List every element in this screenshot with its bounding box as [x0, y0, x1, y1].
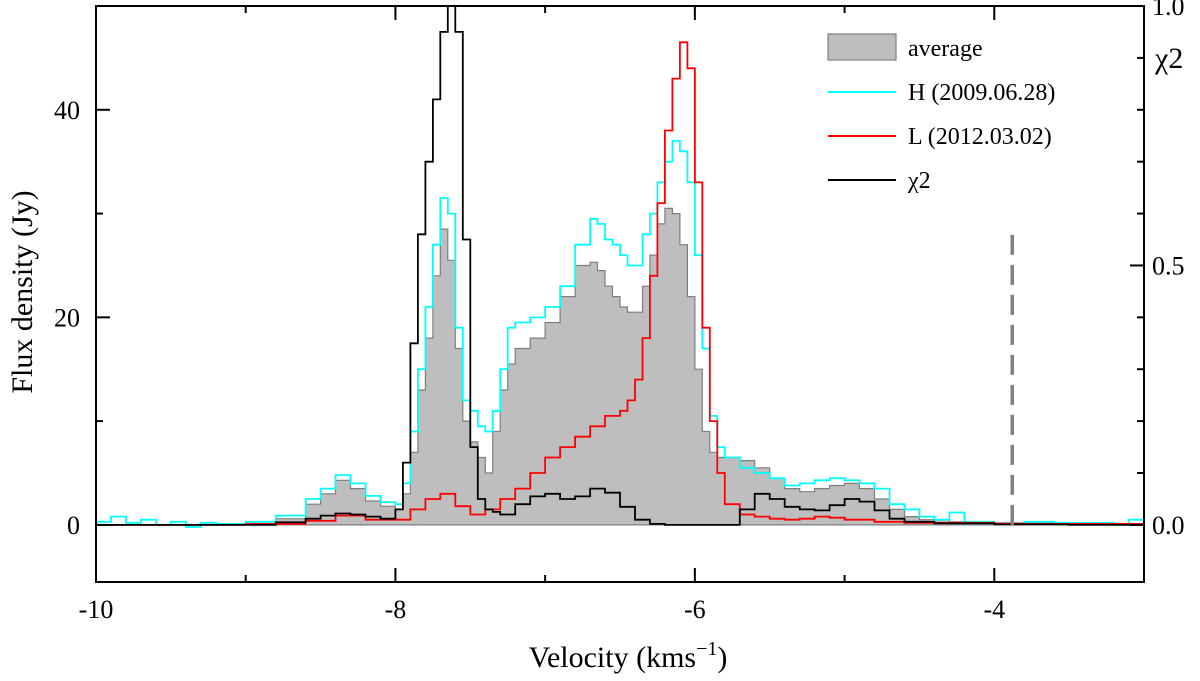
- plot-frame: [95, 5, 1145, 583]
- average-fill-layer: [96, 207, 1145, 526]
- x-tick-label: -4: [983, 595, 1005, 624]
- ticks-layer: [95, 5, 1145, 582]
- x-axis-title-superscript: −1: [696, 638, 717, 660]
- series-lines-layer: [96, 5, 1145, 528]
- legend-label: H (2009.06.28): [908, 80, 1055, 106]
- y2-tick-label: 0.0: [1152, 511, 1185, 540]
- series-average-area: [96, 207, 1145, 526]
- y2-axis-title: χ2: [1154, 42, 1183, 75]
- y-tick-label: 0: [67, 511, 80, 540]
- legend-item: L (2012.03.02): [828, 124, 1052, 150]
- legend-item: average: [827, 33, 983, 62]
- tick-labels-layer: -10 -8 -6 -4 0 20 40 0.0 0.5 1.0: [54, 0, 1185, 624]
- y-tick-label: 40: [54, 96, 80, 125]
- legend-label: χ2: [907, 168, 931, 194]
- legend-item: H (2009.06.28): [828, 80, 1055, 106]
- y-tick-label: 20: [54, 303, 80, 332]
- legend-item: χ2: [828, 168, 931, 194]
- legend-label: L (2012.03.02): [908, 124, 1052, 150]
- y-axis-title: Flux density (Jy): [6, 190, 39, 393]
- series-chi2-line: [96, 5, 1144, 526]
- series-h-2009-06-28-line: [96, 140, 1145, 528]
- x-tick-label: -8: [385, 595, 407, 624]
- legend: average H (2009.06.28) L (2012.03.02) χ2: [827, 33, 1055, 194]
- x-axis-title: Velocity (kms−1): [529, 638, 728, 674]
- x-tick-label: -10: [79, 595, 114, 624]
- x-axis-title-close: ): [717, 641, 727, 674]
- y2-tick-label: 1.0: [1152, 0, 1185, 21]
- x-tick-label: -6: [684, 595, 706, 624]
- series-l-2012-03-02-line: [96, 41, 1144, 526]
- y2-tick-label: 0.5: [1152, 251, 1185, 280]
- legend-swatch: [827, 33, 897, 61]
- legend-label: average: [908, 36, 983, 62]
